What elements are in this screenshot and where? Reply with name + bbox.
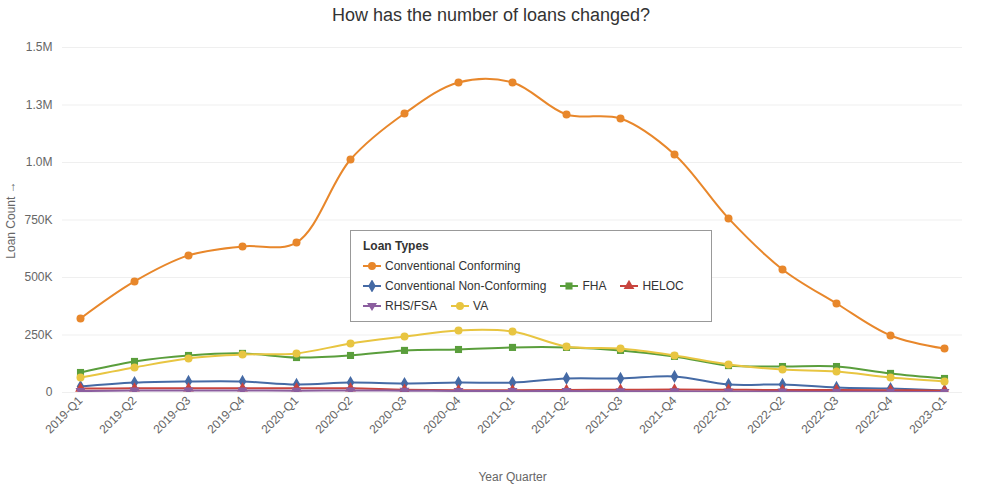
html-text:Loan Types: Loan Types <box>363 239 429 253</box>
svg-text:1.0M: 1.0M <box>26 155 53 169</box>
svg-text:1.3M: 1.3M <box>26 98 53 112</box>
svg-text:2022-Q4: 2022-Q4 <box>852 393 895 436</box>
svg-text:2020-Q4: 2020-Q4 <box>420 393 463 436</box>
svg-text:1.5M: 1.5M <box>26 40 53 54</box>
html-text:How has the number of loans ch: How has the number of loans changed? <box>331 5 651 25</box>
svg-text:2021-Q1: 2021-Q1 <box>474 393 517 436</box>
html-text:Conventional Conforming: Conventional Conforming <box>385 259 521 273</box>
svg-text:Year Quarter: Year Quarter <box>478 470 546 484</box>
html-text:RHS/FSA: RHS/FSA <box>385 299 437 313</box>
svg-text:2019-Q2: 2019-Q2 <box>96 393 139 436</box>
svg-text:2021-Q4: 2021-Q4 <box>636 393 679 436</box>
svg-text:2023-Q1: 2023-Q1 <box>906 393 949 436</box>
svg-text:2019-Q3: 2019-Q3 <box>150 393 193 436</box>
svg-text:2020-Q1: 2020-Q1 <box>258 393 301 436</box>
svg-text:2020-Q2: 2020-Q2 <box>312 393 355 436</box>
svg-text:250K: 250K <box>24 328 52 342</box>
svg-text:2019-Q4: 2019-Q4 <box>204 393 247 436</box>
html-text:HELOC: HELOC <box>642 279 684 293</box>
svg-text:2021-Q2: 2021-Q2 <box>528 393 571 436</box>
html-text:VA: VA <box>473 299 489 313</box>
svg-text:2022-Q3: 2022-Q3 <box>798 393 841 436</box>
html-text:Conventional Non-Conforming: Conventional Non-Conforming <box>385 279 547 293</box>
svg-text:2019-Q1: 2019-Q1 <box>42 393 85 436</box>
svg-text:2020-Q3: 2020-Q3 <box>366 393 409 436</box>
svg-text:2021-Q3: 2021-Q3 <box>582 393 625 436</box>
svg-text:0: 0 <box>46 385 53 399</box>
svg-text:2022-Q1: 2022-Q1 <box>690 393 733 436</box>
html-text:FHA: FHA <box>582 279 607 293</box>
svg-text:500K: 500K <box>24 270 52 284</box>
svg-text:750K: 750K <box>24 213 52 227</box>
svg-text:Loan Count →: Loan Count → <box>4 181 18 258</box>
svg-text:2022-Q2: 2022-Q2 <box>744 393 787 436</box>
